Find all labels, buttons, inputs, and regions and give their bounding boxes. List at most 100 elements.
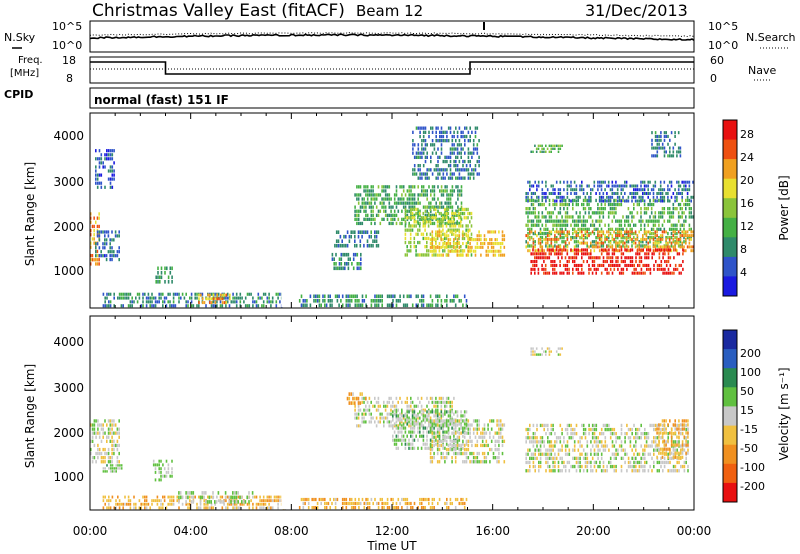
heatmap-cell: [532, 202, 535, 207]
heatmap-cell: [404, 303, 407, 308]
heatmap-cell: [399, 185, 401, 189]
heatmap-cell: [412, 168, 414, 172]
heatmap-cell: [469, 242, 471, 246]
heatmap-cell: [532, 432, 535, 436]
heatmap-cell: [126, 296, 128, 300]
heatmap-cell: [336, 497, 339, 502]
heatmap-cell: [629, 192, 631, 195]
heatmap-cell: [248, 506, 251, 510]
heatmap-cell: [270, 506, 272, 510]
heatmap-cell: [667, 260, 670, 264]
heatmap-cell: [647, 248, 650, 252]
heatmap-cell: [333, 257, 335, 261]
heatmap-cell: [667, 192, 669, 195]
heatmap-cell: [444, 234, 446, 238]
heatmap-cell: [428, 400, 430, 404]
heatmap-cell: [462, 303, 464, 308]
heatmap-cell: [437, 299, 439, 303]
heatmap-cell: [394, 294, 396, 299]
heatmap-cell: [153, 304, 155, 308]
heatmap-cell: [370, 205, 373, 209]
heatmap-cell: [422, 147, 425, 151]
heatmap-cell: [598, 195, 601, 199]
heatmap-cell: [419, 151, 421, 155]
heatmap-cell: [618, 271, 621, 275]
heatmap-cell: [117, 467, 119, 470]
heatmap-cell: [625, 199, 628, 203]
heatmap-cell: [363, 506, 366, 510]
heatmap-cell: [527, 199, 529, 203]
heatmap-cell: [329, 294, 331, 299]
heatmap-cell: [577, 263, 579, 267]
heatmap-cell: [543, 227, 545, 231]
heatmap-cell: [584, 464, 587, 469]
heatmap-cell: [102, 499, 105, 503]
heatmap-cell: [433, 422, 435, 426]
heatmap-cell: [462, 253, 464, 257]
heatmap-cell: [643, 223, 646, 227]
heatmap-cell: [651, 138, 653, 142]
heatmap-cell: [652, 237, 655, 241]
heatmap-cell: [467, 207, 469, 212]
heatmap-cell: [615, 192, 617, 195]
heatmap-cell: [107, 177, 110, 181]
heatmap-cell: [406, 416, 408, 420]
heatmap-cell: [220, 297, 222, 301]
heatmap-cell: [642, 180, 644, 184]
heatmap-cell: [665, 236, 667, 240]
heatmap-cell: [685, 249, 687, 253]
heatmap-cell: [361, 197, 364, 201]
heatmap-cell: [557, 192, 560, 195]
heatmap-cell: [679, 245, 682, 249]
heatmap-cell: [241, 500, 243, 504]
heatmap-cell: [563, 230, 565, 234]
heatmap-cell: [422, 185, 425, 189]
heatmap-cell: [445, 224, 448, 228]
heatmap-cell: [455, 201, 457, 205]
heatmap-cell: [111, 419, 113, 423]
heatmap-cell: [672, 202, 675, 207]
heatmap-cell: [413, 201, 416, 205]
heatmap-cell: [456, 414, 459, 418]
heatmap-cell: [462, 164, 464, 168]
heatmap-cell: [412, 197, 414, 201]
heatmap-cell: [417, 438, 419, 442]
heatmap-cell: [451, 220, 453, 224]
heatmap-cell: [472, 419, 475, 423]
heatmap-cell: [104, 234, 106, 238]
heatmap-cell: [334, 243, 336, 248]
heatmap-cell: [102, 435, 104, 439]
heatmap-cell: [545, 241, 547, 245]
heatmap-cell: [557, 223, 560, 227]
heatmap-cell: [345, 294, 348, 299]
heatmap-cell: [529, 237, 531, 241]
heatmap-cell: [424, 216, 426, 220]
heatmap-cell: [395, 424, 398, 428]
heatmap-cell: [541, 252, 543, 256]
heatmap-cell: [550, 215, 553, 219]
heatmap-cell: [581, 248, 583, 252]
heatmap-cell: [481, 443, 484, 448]
heatmap-cell: [607, 199, 610, 203]
heatmap-cell: [239, 292, 242, 296]
heatmap-cell: [588, 184, 590, 188]
heatmap-cell: [559, 271, 561, 275]
heatmap-cell: [570, 436, 572, 440]
heatmap-cell: [419, 434, 421, 438]
heatmap-cell: [424, 497, 426, 502]
heatmap-cell: [548, 202, 551, 207]
heatmap-cell: [536, 223, 538, 227]
heatmap-cell: [315, 506, 317, 510]
heatmap-cell: [600, 263, 603, 267]
heatmap-cell: [598, 192, 601, 195]
heatmap-cell: [358, 303, 360, 308]
heatmap-cell: [606, 249, 608, 253]
heatmap-cell: [476, 159, 479, 164]
heatmap-cell: [469, 427, 471, 431]
heatmap-cell: [108, 300, 110, 304]
heatmap-cell: [557, 147, 560, 150]
heatmap-cell: [435, 213, 437, 217]
heatmap-cell: [582, 237, 585, 241]
heatmap-cell: [368, 201, 371, 205]
heatmap-cell: [448, 197, 450, 201]
